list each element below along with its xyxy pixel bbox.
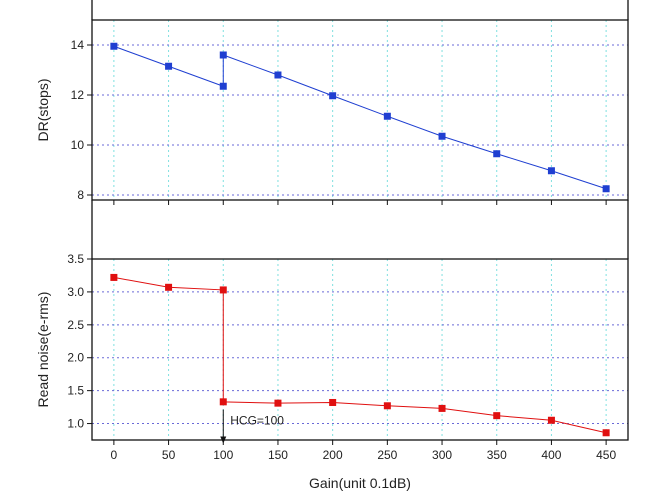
y-tick-label: 14 bbox=[71, 38, 85, 52]
dr-data-point bbox=[219, 51, 227, 59]
noise-y-axis-title: Read noise(e-rms) bbox=[35, 292, 51, 408]
x-tick-label: 50 bbox=[162, 448, 176, 462]
x-tick-label: 250 bbox=[377, 448, 397, 462]
noise-data-point bbox=[493, 412, 501, 420]
noise-data-point bbox=[383, 402, 391, 410]
dr-data-point bbox=[547, 167, 555, 175]
x-tick-label: 450 bbox=[596, 448, 616, 462]
y-tick-label: 1.5 bbox=[67, 384, 84, 398]
dr-data-point bbox=[493, 150, 501, 158]
x-tick-label: 150 bbox=[268, 448, 288, 462]
y-tick-label: 1.0 bbox=[67, 417, 84, 431]
x-tick-label: 0 bbox=[111, 448, 118, 462]
dr-data-point bbox=[383, 112, 391, 120]
dr-data-point bbox=[329, 92, 337, 100]
y-tick-label: 10 bbox=[71, 138, 85, 152]
y-tick-label: 8 bbox=[77, 188, 84, 202]
noise-data-point bbox=[110, 273, 118, 281]
noise-data-point bbox=[602, 429, 610, 437]
x-axis-title: Gain(unit 0.1dB) bbox=[309, 475, 411, 491]
x-tick-label: 350 bbox=[487, 448, 507, 462]
dr-data-point bbox=[219, 82, 227, 90]
dr-plot-frame bbox=[91, 19, 629, 201]
x-tick-label: 200 bbox=[323, 448, 343, 462]
x-tick-label: 100 bbox=[213, 448, 233, 462]
dr-data-point bbox=[602, 185, 610, 193]
dr-data-point bbox=[438, 132, 446, 140]
dr-data-point bbox=[274, 71, 282, 79]
dr-series-line bbox=[113, 45, 607, 190]
x-tick-label: 300 bbox=[432, 448, 452, 462]
noise-series-line bbox=[113, 276, 607, 434]
dr-data-point bbox=[165, 62, 173, 70]
noise-data-point bbox=[329, 398, 337, 406]
dr-y-axis-title: DR(stops) bbox=[35, 78, 51, 141]
y-tick-label: 2.5 bbox=[67, 318, 84, 332]
y-tick-label: 12 bbox=[71, 88, 85, 102]
noise-data-point bbox=[438, 404, 446, 412]
annotation-label: HCG=100 bbox=[230, 414, 284, 428]
y-tick-label: 3.0 bbox=[67, 285, 84, 299]
x-tick-label: 400 bbox=[541, 448, 561, 462]
annotation-arrow-head bbox=[220, 436, 227, 444]
noise-data-point bbox=[219, 398, 227, 406]
noise-plot-frame bbox=[91, 258, 629, 441]
dr-data-point bbox=[110, 42, 118, 50]
noise-data-point bbox=[165, 283, 173, 291]
noise-data-point bbox=[219, 286, 227, 294]
y-tick-label: 3.5 bbox=[67, 252, 84, 266]
noise-data-point bbox=[274, 399, 282, 407]
y-tick-label: 2.0 bbox=[67, 351, 84, 365]
noise-data-point bbox=[547, 416, 555, 424]
